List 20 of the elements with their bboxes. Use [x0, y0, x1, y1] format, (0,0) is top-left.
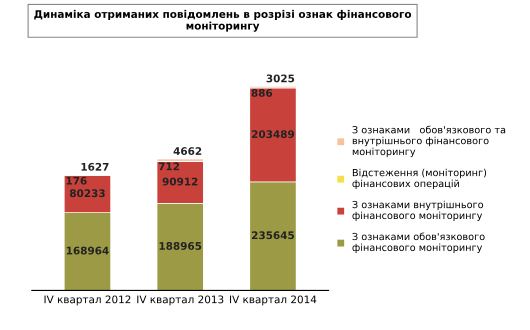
data-label: 203489 [252, 130, 294, 138]
chart-title: Динаміка отриманих повідомлень в розрізі ознак фінансового моніторингу [34, 10, 412, 32]
x-tick-label: IV квартал 2012 [44, 295, 130, 306]
x-tick-label: IV квартал 2013 [137, 295, 224, 306]
legend-label: Відстеження (моніторинг) фінансових операцій [352, 168, 486, 190]
data-label: 712 [158, 162, 180, 170]
legend-label: З ознаками обов'язкового фінансового моніторингу [352, 232, 485, 253]
data-label: 235645 [252, 231, 294, 240]
data-label: 1627 [82, 162, 109, 171]
legend-label: З ознаками внутрішнього фінансового моніторингу [352, 200, 484, 221]
data-label: 176 [66, 176, 87, 185]
x-tick-label: IV квартал 2014 [230, 295, 316, 306]
data-label: 188965 [160, 242, 202, 250]
data-label: 886 [252, 88, 272, 97]
legend-label: З ознаками обов'язкового та внутрішнього фінансового моніторингу [352, 126, 506, 158]
data-label: 90912 [162, 178, 198, 186]
data-label: 168964 [66, 246, 109, 255]
data-label: 3025 [266, 74, 294, 82]
data-label: 4662 [174, 147, 202, 155]
data-label: 80233 [70, 189, 105, 198]
